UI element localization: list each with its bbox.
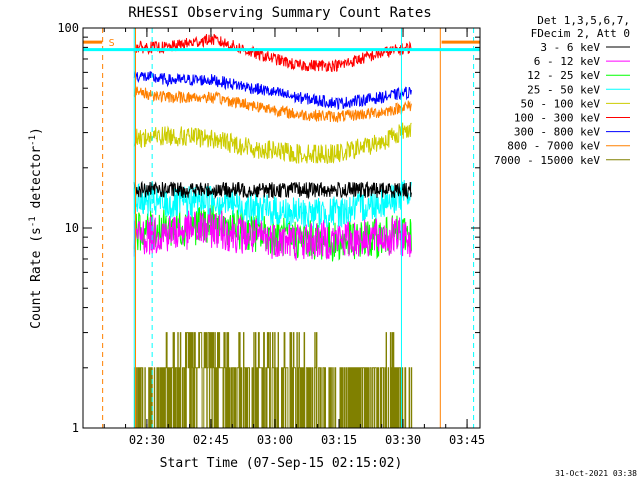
legend-label-7: 300 - 800 keV [514, 126, 600, 139]
legend-label-4: 25 - 50 keV [527, 83, 600, 96]
axes-layer: 02:30 02:45 03:00 03:15 03:30 03:45 1 10 100 [57, 21, 485, 447]
series-line-7000-15000-keV [134, 332, 413, 429]
x-tick-label-6: 03:45 [449, 433, 485, 447]
series-line-300-800-keV [133, 70, 412, 111]
legend-header-line-1: Det 1,3,5,6,7, [537, 14, 630, 27]
legend-label-1: 3 - 6 keV [540, 41, 600, 54]
legend-label-6: 100 - 300 keV [514, 112, 600, 125]
y-tick-label-3: 100 [57, 21, 79, 35]
legend-label-3: 12 - 25 keV [527, 69, 600, 82]
series-line-25-50-keV [133, 179, 412, 229]
y-axis-label-sup1: -1 [28, 216, 38, 227]
legend-header-line-2: FDecim 2, Att 0 [531, 27, 630, 40]
x-tick-label-2: 02:45 [193, 433, 229, 447]
x-axis-label: Start Time (07-Sep-15 02:15:02) [160, 456, 403, 471]
series-line-6-12-keV [133, 208, 412, 261]
legend-label-9: 7000 - 15000 keV [494, 154, 600, 167]
x-tick-label-5: 03:30 [385, 433, 421, 447]
series-line-3-6-keV [133, 180, 412, 200]
series-line-12-25-keV [133, 204, 412, 262]
x-tick-label-4: 03:15 [321, 433, 357, 447]
chart-title: RHESSI Observing Summary Count Rates [128, 5, 431, 21]
data-layer: S [83, 28, 480, 429]
series-line-800-7000-keV [133, 86, 412, 123]
y-axis-label: Count Rate (s-1 detector-1) [28, 127, 44, 329]
y-axis-label-main: Count Rate (s [29, 227, 44, 329]
footer-timestamp: 31-Oct-2021 03:38 [555, 469, 637, 478]
y-tick-label-2: 10 [65, 221, 79, 235]
series-line-100-300-keV [133, 33, 412, 73]
legend-label-2: 6 - 12 keV [534, 55, 601, 68]
x-tick-label-3: 03:00 [257, 433, 293, 447]
y-axis-label-mid: detector [29, 146, 44, 217]
legend: Det 1,3,5,6,7, FDecim 2, Att 0 3 - 6 keV… [494, 14, 630, 167]
y-axis-label-sup2: -1 [28, 135, 38, 146]
series-line-50-100-keV [133, 122, 412, 164]
legend-label-8: 800 - 7000 keV [507, 140, 600, 153]
legend-label-5: 50 - 100 keV [521, 97, 601, 110]
y-axis-label-end: ) [29, 127, 44, 135]
y-tick-label-1: 1 [72, 421, 79, 435]
x-tick-label-1: 02:30 [129, 433, 165, 447]
flag-label: S [109, 38, 115, 49]
